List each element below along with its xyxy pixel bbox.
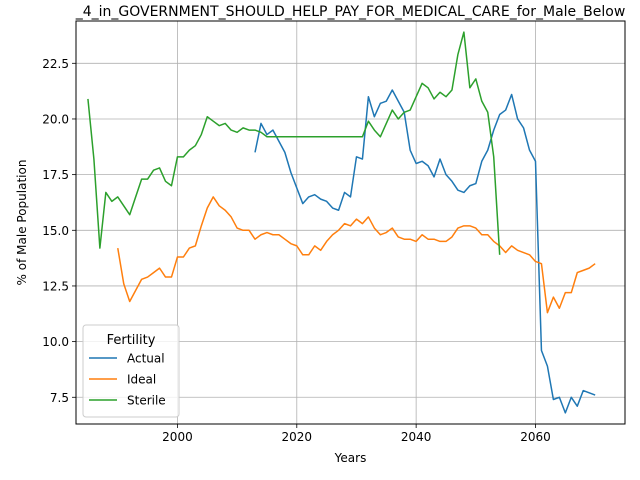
y-axis-ticks: 7.5 10.0 12.5 15.0 17.5 20.0 22.5 (42, 57, 76, 405)
legend-label-ideal: Ideal (127, 373, 156, 387)
y-tick-label: 12.5 (42, 279, 69, 293)
series-line-ideal (117, 196, 596, 314)
legend-title: Fertility (107, 333, 156, 348)
y-tick-label: 22.5 (42, 57, 69, 71)
x-axis-label: Years (334, 451, 367, 465)
series-line-actual (254, 89, 596, 414)
y-tick-label: 7.5 (50, 391, 69, 405)
legend-label-actual: Actual (127, 352, 165, 366)
x-tick-label: 2040 (401, 430, 432, 444)
grid-lines (76, 21, 625, 424)
y-tick-label: 20.0 (42, 112, 69, 126)
x-tick-label: 2060 (520, 430, 551, 444)
x-tick-label: 2020 (282, 430, 313, 444)
plot-frame (75, 20, 626, 425)
series-line-sterile (87, 31, 501, 255)
legend-box (82, 324, 180, 418)
legend: Fertility Actual Ideal Sterile (82, 324, 180, 418)
x-axis-ticks: 2000 2020 2040 2060 (162, 424, 551, 444)
chart-title: _4_in_GOVERNMENT_SHOULD_HELP_PAY_FOR_MED… (75, 4, 626, 20)
legend-label-sterile: Sterile (127, 394, 166, 408)
x-tick-label: 2000 (162, 430, 193, 444)
series-lines (87, 31, 596, 414)
y-tick-label: 15.0 (42, 224, 69, 238)
legend-entries: Actual Ideal Sterile (89, 352, 166, 408)
y-tick-label: 10.0 (42, 335, 69, 349)
y-tick-label: 17.5 (42, 168, 69, 182)
y-axis-label: % of Male Population (15, 160, 29, 286)
